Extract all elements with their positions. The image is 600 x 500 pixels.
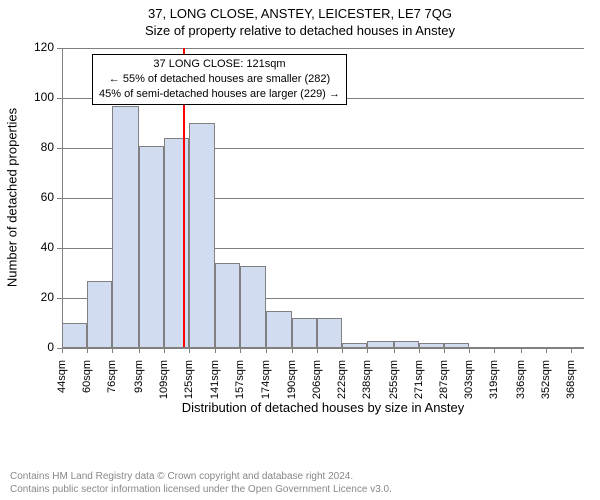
- histogram-bar: [87, 281, 112, 349]
- annotation-line2: ← 55% of detached houses are smaller (28…: [99, 72, 340, 87]
- x-tick-label: 222sqm: [336, 360, 348, 410]
- x-tick-label: 206sqm: [311, 360, 323, 410]
- x-tick-mark: [240, 348, 241, 353]
- x-tick-label: 190sqm: [286, 360, 298, 410]
- y-tick-mark: [57, 248, 62, 249]
- x-tick-label: 60sqm: [81, 360, 93, 410]
- y-tick-label: 120: [24, 40, 54, 54]
- x-tick-mark: [521, 348, 522, 353]
- x-tick-mark: [317, 348, 318, 353]
- x-tick-mark: [469, 348, 470, 353]
- x-tick-mark: [342, 348, 343, 353]
- annotation-line1: 37 LONG CLOSE: 121sqm: [99, 57, 340, 72]
- x-tick-mark: [571, 348, 572, 353]
- x-tick-mark: [62, 348, 63, 353]
- y-tick-mark: [57, 98, 62, 99]
- histogram-bar: [292, 318, 317, 348]
- x-tick-label: 76sqm: [106, 360, 118, 410]
- annotation-box: 37 LONG CLOSE: 121sqm ← 55% of detached …: [92, 54, 347, 105]
- grid-line: [62, 48, 584, 49]
- x-tick-label: 157sqm: [234, 360, 246, 410]
- y-tick-label: 40: [24, 240, 54, 254]
- x-tick-label: 174sqm: [260, 360, 272, 410]
- footer-line1: Contains HM Land Registry data © Crown c…: [10, 471, 392, 484]
- y-tick-label: 80: [24, 140, 54, 154]
- x-tick-mark: [139, 348, 140, 353]
- x-tick-label: 238sqm: [361, 360, 373, 410]
- y-tick-label: 60: [24, 190, 54, 204]
- y-tick-label: 20: [24, 290, 54, 304]
- x-tick-label: 109sqm: [158, 360, 170, 410]
- x-tick-label: 303sqm: [463, 360, 475, 410]
- x-tick-mark: [164, 348, 165, 353]
- x-tick-mark: [444, 348, 445, 353]
- chart-container: Number of detached properties Distributi…: [0, 44, 600, 424]
- footer-line2: Contains public sector information licen…: [10, 484, 392, 497]
- x-tick-mark: [367, 348, 368, 353]
- x-tick-label: 255sqm: [388, 360, 400, 410]
- x-tick-mark: [292, 348, 293, 353]
- x-tick-mark: [546, 348, 547, 353]
- x-tick-label: 44sqm: [56, 360, 68, 410]
- x-tick-mark: [394, 348, 395, 353]
- histogram-bar: [139, 146, 164, 349]
- histogram-bar: [189, 123, 214, 348]
- annotation-line3: 45% of semi-detached houses are larger (…: [99, 87, 340, 102]
- y-tick-mark: [57, 48, 62, 49]
- x-tick-mark: [189, 348, 190, 353]
- y-tick-label: 0: [24, 340, 54, 354]
- page-subtitle: Size of property relative to detached ho…: [0, 23, 600, 38]
- footer: Contains HM Land Registry data © Crown c…: [10, 471, 392, 496]
- histogram-bar: [112, 106, 139, 349]
- histogram-bar: [215, 263, 240, 348]
- x-tick-label: 319sqm: [488, 360, 500, 410]
- x-tick-mark: [266, 348, 267, 353]
- x-tick-label: 141sqm: [209, 360, 221, 410]
- y-axis-label: Number of detached properties: [5, 98, 20, 298]
- page-title: 37, LONG CLOSE, ANSTEY, LEICESTER, LE7 7…: [0, 6, 600, 21]
- x-tick-label: 125sqm: [183, 360, 195, 410]
- x-tick-mark: [419, 348, 420, 353]
- x-tick-mark: [494, 348, 495, 353]
- x-tick-label: 336sqm: [515, 360, 527, 410]
- y-tick-mark: [57, 298, 62, 299]
- grid-line: [62, 348, 584, 349]
- x-tick-label: 368sqm: [565, 360, 577, 410]
- histogram-bar: [240, 266, 267, 349]
- y-tick-mark: [57, 198, 62, 199]
- histogram-bar: [266, 311, 291, 349]
- x-tick-label: 352sqm: [540, 360, 552, 410]
- y-tick-label: 100: [24, 90, 54, 104]
- histogram-bar: [62, 323, 87, 348]
- histogram-bar: [164, 138, 189, 348]
- histogram-bar: [317, 318, 342, 348]
- x-tick-label: 93sqm: [133, 360, 145, 410]
- x-tick-mark: [87, 348, 88, 353]
- y-axis-line: [62, 48, 63, 348]
- x-axis-line: [62, 347, 584, 348]
- x-tick-mark: [215, 348, 216, 353]
- x-tick-label: 271sqm: [413, 360, 425, 410]
- y-tick-mark: [57, 148, 62, 149]
- x-tick-label: 287sqm: [438, 360, 450, 410]
- x-tick-mark: [112, 348, 113, 353]
